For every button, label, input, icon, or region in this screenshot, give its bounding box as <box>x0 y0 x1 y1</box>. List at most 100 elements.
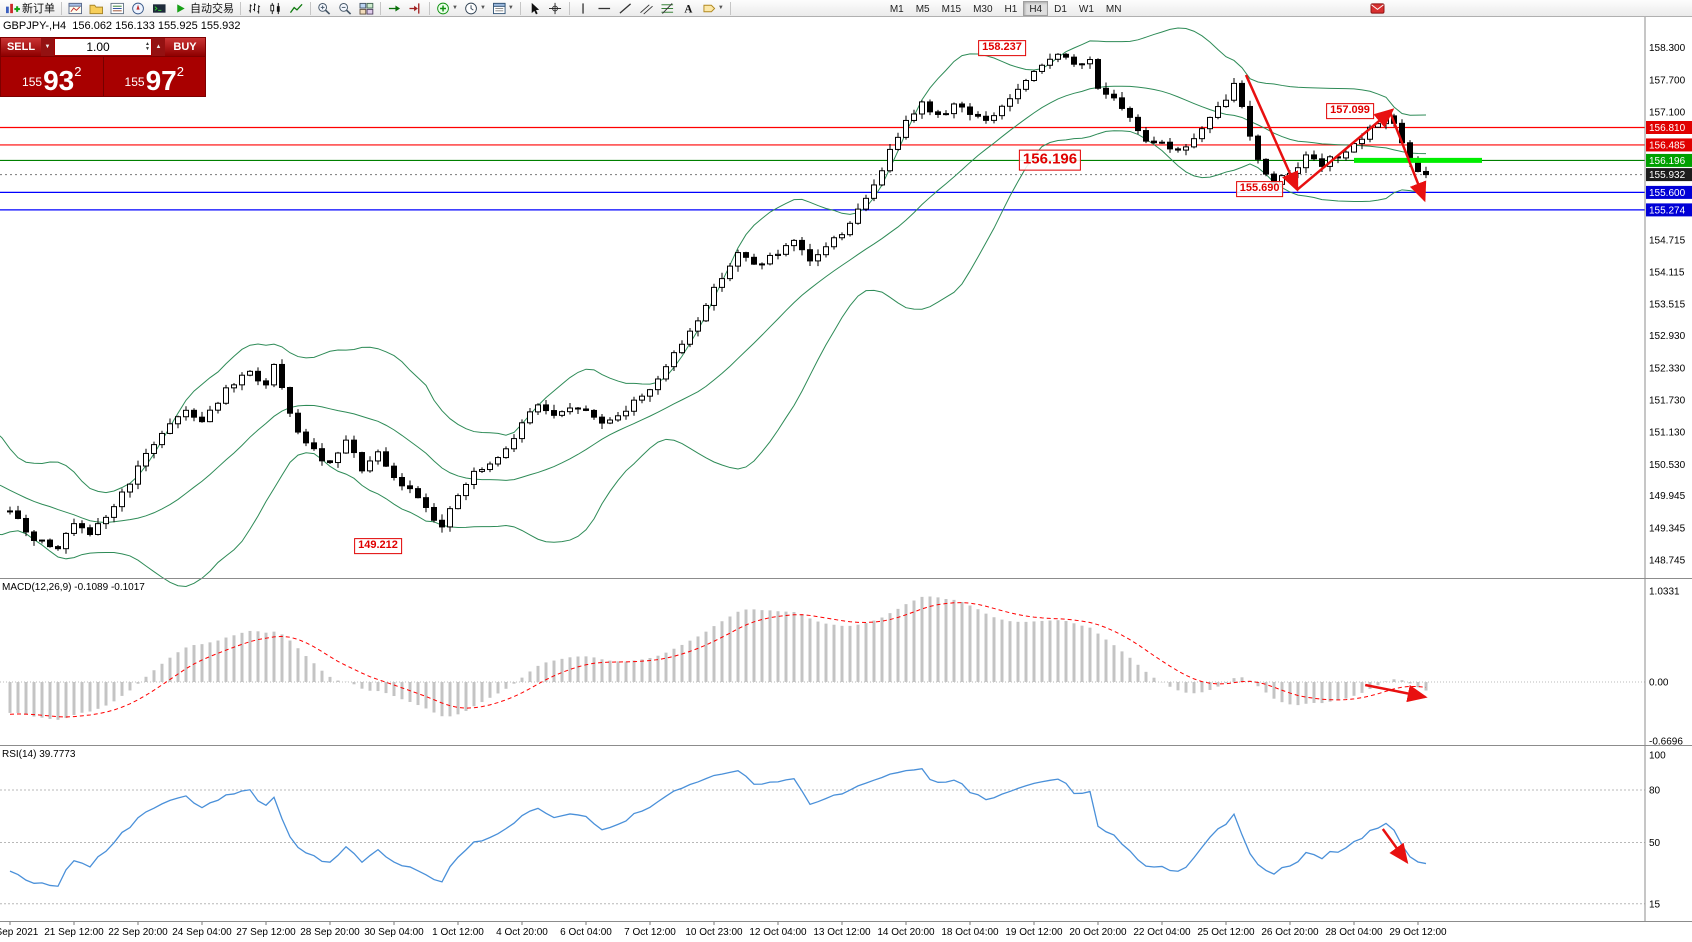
candlestick <box>679 343 685 354</box>
trend-arrow[interactable] <box>1296 108 1395 191</box>
candlestick <box>111 506 117 518</box>
timeframe-m15-button[interactable]: M15 <box>941 3 962 15</box>
svg-text:A: A <box>684 3 692 14</box>
price-tick-label: 149.945 <box>1649 491 1686 502</box>
price-callout[interactable]: 155.690 <box>1235 181 1284 198</box>
sell-button[interactable]: SELL <box>1 38 41 56</box>
sell-price-display[interactable]: 155 93 2 <box>1 57 103 96</box>
autotrade-button[interactable]: 自动交易 <box>170 1 237 16</box>
new-order-button[interactable]: 新订单 <box>2 1 58 16</box>
candlestick <box>47 539 53 548</box>
time-label: 28 Sep 20:00 <box>300 927 360 938</box>
auto-scroll-button[interactable] <box>384 1 405 16</box>
candlestick <box>527 411 533 424</box>
zoom-in-button[interactable] <box>314 1 335 16</box>
candlestick <box>703 304 709 322</box>
candlestick <box>1303 154 1309 169</box>
new-chart-button[interactable] <box>65 1 86 16</box>
candlestick <box>335 452 341 464</box>
price-callout[interactable]: 158.237 <box>978 40 1026 56</box>
timeframe-mn-button[interactable]: MN <box>1105 3 1122 15</box>
crosshair-button[interactable] <box>545 1 566 16</box>
buy-pips: 97 <box>145 65 177 96</box>
timeframe-h4-button[interactable]: H4 <box>1023 0 1049 16</box>
arrows-button[interactable]: ▼ <box>699 1 727 16</box>
volume-spinner[interactable]: ▲ ▼ <box>145 39 150 55</box>
text-button[interactable]: A <box>678 1 699 16</box>
trend-arrow[interactable] <box>1364 683 1428 703</box>
timeframe-h1-button[interactable]: H1 <box>1004 3 1018 15</box>
price-callout[interactable]: 157.099 <box>1326 102 1374 119</box>
time-label: 1 Oct 12:00 <box>432 927 484 938</box>
candlestick <box>1167 141 1173 150</box>
candlestick <box>591 409 597 418</box>
profiles-button[interactable] <box>86 1 107 16</box>
volume-decrease-button[interactable]: ▼ <box>41 38 54 56</box>
spinner-up-icon[interactable]: ▲ <box>145 40 150 47</box>
candlestick <box>439 519 445 528</box>
terminal-button[interactable] <box>149 1 170 16</box>
buy-button[interactable]: BUY <box>165 38 205 56</box>
alert-icon[interactable] <box>1367 1 1388 16</box>
candlestick <box>231 384 237 389</box>
tile-windows-button[interactable] <box>356 1 377 16</box>
candlestick <box>183 409 189 418</box>
chart-shift-button[interactable] <box>405 1 426 16</box>
rsi-tick-label: 100 <box>1649 751 1666 762</box>
timeframe-w1-button[interactable]: W1 <box>1078 3 1094 15</box>
candlestick <box>215 402 221 411</box>
trend-arrow[interactable] <box>1381 828 1409 864</box>
equidistant-channel-button[interactable] <box>636 1 657 16</box>
fibonacci-button[interactable] <box>657 1 678 16</box>
market-watch-button[interactable] <box>107 1 128 16</box>
templates-button[interactable]: ▼ <box>489 1 517 16</box>
candlestick <box>767 254 773 265</box>
zoom-out-button[interactable] <box>335 1 356 16</box>
timeframe-m1-button[interactable]: M1 <box>889 3 904 15</box>
price-callout[interactable]: 149.212 <box>354 538 402 555</box>
volume-increase-button[interactable]: ▲ <box>152 38 165 56</box>
timeframe-m30-button[interactable]: M30 <box>973 3 993 15</box>
buy-price-display[interactable]: 155 97 2 <box>102 57 206 96</box>
candlestick <box>855 208 861 224</box>
zoom-in-icon <box>317 2 332 15</box>
candlestick <box>15 510 21 519</box>
candlestick <box>1111 93 1117 99</box>
timeframe-m5-button[interactable]: M5 <box>915 3 930 15</box>
chart-shift-icon <box>408 2 423 15</box>
price-tick-label: 154.715 <box>1649 235 1686 246</box>
trend-arrow[interactable] <box>1244 74 1299 193</box>
cursor-button[interactable] <box>524 1 545 16</box>
horizontal-line-button[interactable] <box>594 1 615 16</box>
candlestick <box>1135 116 1141 132</box>
toolbar-separator <box>310 1 311 15</box>
candlestick <box>759 263 765 266</box>
candle-chart-button[interactable] <box>265 1 286 16</box>
rsi-tick-label: 15 <box>1649 899 1661 910</box>
spinner-down-icon[interactable]: ▼ <box>145 46 150 52</box>
vertical-line-button[interactable] <box>573 1 594 16</box>
candlestick <box>207 409 213 423</box>
line-chart-button[interactable] <box>286 1 307 16</box>
macd-tick-label: 1.0331 <box>1649 587 1680 598</box>
periods-button[interactable]: ▼ <box>461 1 489 16</box>
volume-input[interactable] <box>55 39 151 55</box>
chevron-down-icon: ▼ <box>507 5 514 11</box>
candlestick <box>879 170 885 186</box>
candlestick <box>383 451 389 467</box>
candlestick <box>983 115 989 121</box>
chevron-down-icon: ▼ <box>717 5 724 11</box>
trendline-button[interactable] <box>615 1 636 16</box>
trend-arrow[interactable] <box>1388 111 1427 203</box>
timeframe-d1-button[interactable]: D1 <box>1054 3 1067 15</box>
candlestick <box>599 416 605 424</box>
candlestick <box>319 448 325 462</box>
candlestick <box>535 404 541 413</box>
candlestick <box>655 378 661 391</box>
bar-chart-button[interactable] <box>244 1 265 16</box>
indicators-button[interactable]: ▼ <box>433 1 461 16</box>
navigator-button[interactable] <box>128 1 149 16</box>
price-callout[interactable]: 156.196 <box>1018 150 1082 171</box>
